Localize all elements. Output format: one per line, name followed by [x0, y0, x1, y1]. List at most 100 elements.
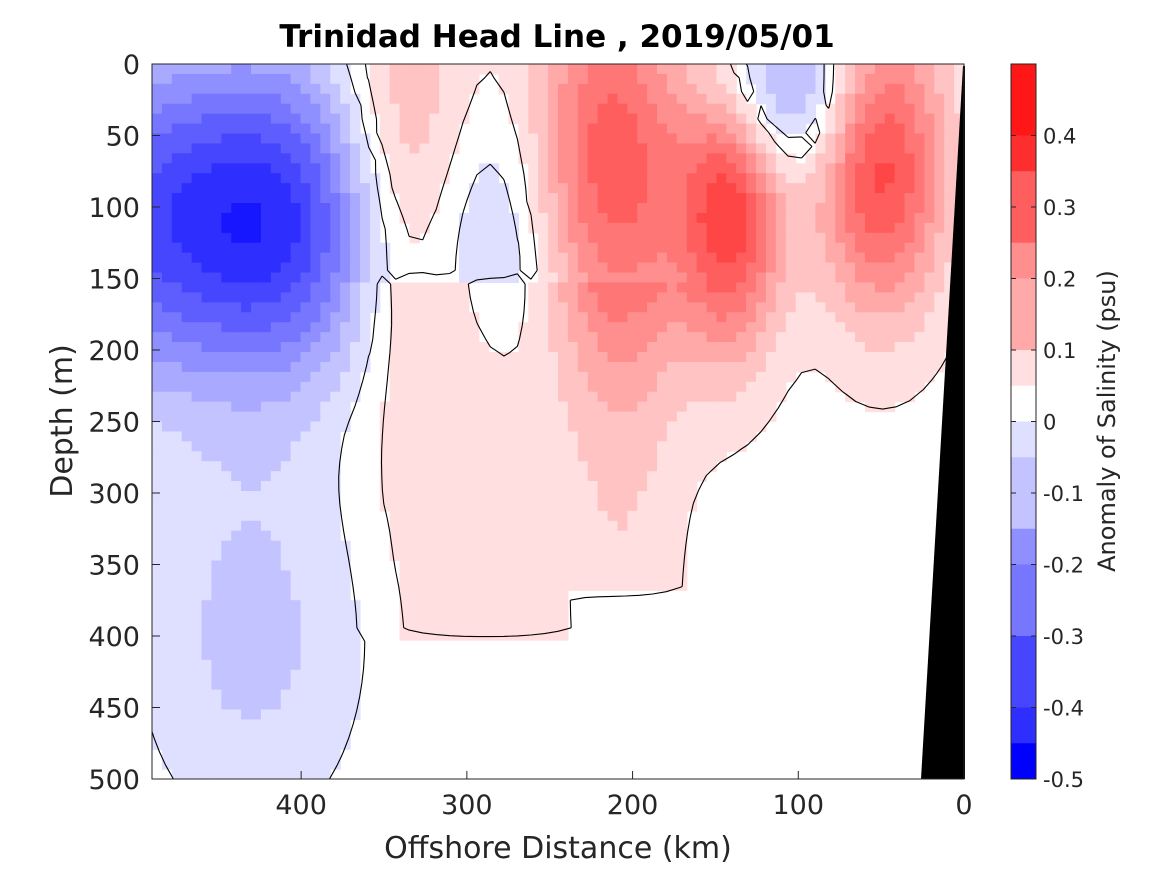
- contour-cell: [152, 143, 163, 154]
- contour-cell: [409, 302, 420, 313]
- contour-cell: [211, 64, 222, 75]
- contour-cell: [201, 471, 213, 482]
- contour-cell: [251, 381, 262, 393]
- contour-cell: [498, 580, 510, 591]
- contour-cell: [558, 262, 569, 274]
- contour-cell: [191, 620, 203, 631]
- contour-cell: [795, 242, 807, 254]
- contour-cell: [627, 133, 638, 145]
- contour-cell: [518, 332, 529, 343]
- contour-cell: [290, 709, 302, 721]
- contour-cell: [181, 649, 193, 661]
- contour-cell: [726, 252, 737, 264]
- contour-cell: [399, 471, 411, 482]
- contour-cell: [676, 530, 688, 542]
- contour-cell: [716, 193, 727, 204]
- contour-cell: [686, 411, 698, 423]
- contour-cell: [280, 749, 292, 760]
- contour-cell: [320, 630, 331, 641]
- contour-cell: [152, 590, 163, 601]
- contour-cell: [181, 689, 193, 701]
- contour-cell: [251, 332, 262, 343]
- contour-cell: [775, 272, 787, 284]
- contour-cell: [330, 560, 341, 572]
- contour-cell: [637, 510, 648, 522]
- contour-cell: [458, 322, 470, 333]
- contour-cell: [221, 600, 232, 611]
- contour-cell: [330, 242, 341, 254]
- contour-cell: [954, 93, 964, 105]
- contour-cell: [330, 749, 341, 760]
- contour-cell: [419, 193, 430, 204]
- contour-cell: [320, 193, 331, 204]
- contour-cell: [666, 451, 678, 462]
- contour-cell: [290, 620, 302, 631]
- contour-cell: [409, 351, 420, 363]
- contour-cell: [746, 381, 757, 393]
- contour-cell: [161, 242, 173, 254]
- contour-cell: [587, 401, 599, 413]
- contour-cell: [211, 679, 222, 691]
- contour-cell: [478, 550, 490, 562]
- contour-cell: [310, 719, 321, 730]
- contour-cell: [449, 73, 460, 85]
- contour-cell: [340, 540, 351, 552]
- contour-cell: [171, 669, 183, 681]
- contour-cell: [518, 451, 529, 462]
- contour-cell: [944, 252, 955, 264]
- contour-cell: [191, 143, 203, 154]
- contour-cell: [627, 371, 638, 383]
- contour-cell: [429, 193, 440, 204]
- contour-cell: [924, 103, 935, 115]
- contour-cell: [934, 203, 945, 214]
- contour-cell: [666, 371, 678, 383]
- contour-cell: [290, 649, 302, 661]
- contour-cell: [914, 252, 925, 264]
- contour-cell: [251, 272, 262, 284]
- contour-cell: [152, 212, 163, 224]
- contour-cell: [191, 371, 203, 383]
- contour-cell: [845, 232, 856, 244]
- contour-cell: [241, 610, 252, 621]
- contour-cell: [310, 73, 321, 85]
- contour-cell: [597, 471, 609, 482]
- contour-cell: [350, 312, 361, 323]
- contour-cell: [310, 550, 321, 562]
- contour-cell: [627, 461, 638, 472]
- contour-cell: [914, 232, 925, 244]
- contour-cell: [785, 212, 797, 224]
- contour-cell: [617, 143, 628, 154]
- contour-cell: [528, 361, 539, 373]
- contour-cell: [607, 133, 619, 145]
- contour-cell: [241, 560, 252, 572]
- contour-cell: [647, 282, 658, 293]
- contour-cell: [607, 222, 619, 234]
- contour-cell: [260, 342, 272, 353]
- contour-cell: [201, 759, 213, 770]
- contour-cell: [379, 113, 391, 125]
- contour-cell: [409, 560, 420, 572]
- contour-cell: [290, 193, 302, 204]
- contour-cell: [716, 163, 727, 174]
- contour-cell: [419, 401, 430, 413]
- contour-cell: [429, 431, 440, 442]
- contour-cell: [191, 381, 203, 393]
- contour-cell: [548, 262, 559, 274]
- contour-cell: [389, 431, 401, 442]
- contour-cell: [201, 302, 213, 313]
- contour-cell: [558, 193, 569, 204]
- contour-cell: [627, 411, 638, 423]
- contour-cell: [627, 351, 638, 363]
- contour-cell: [706, 252, 718, 264]
- contour-cell: [627, 550, 638, 562]
- contour-cell: [676, 242, 688, 254]
- contour-cell: [815, 222, 826, 234]
- contour-cell: [191, 272, 203, 284]
- contour-cell: [221, 361, 232, 373]
- contour-cell: [231, 133, 242, 145]
- contour-cell: [389, 342, 401, 353]
- contour-cell: [359, 163, 371, 174]
- contour-cell: [468, 401, 480, 413]
- contour-cell: [597, 302, 609, 313]
- contour-cell: [815, 133, 826, 145]
